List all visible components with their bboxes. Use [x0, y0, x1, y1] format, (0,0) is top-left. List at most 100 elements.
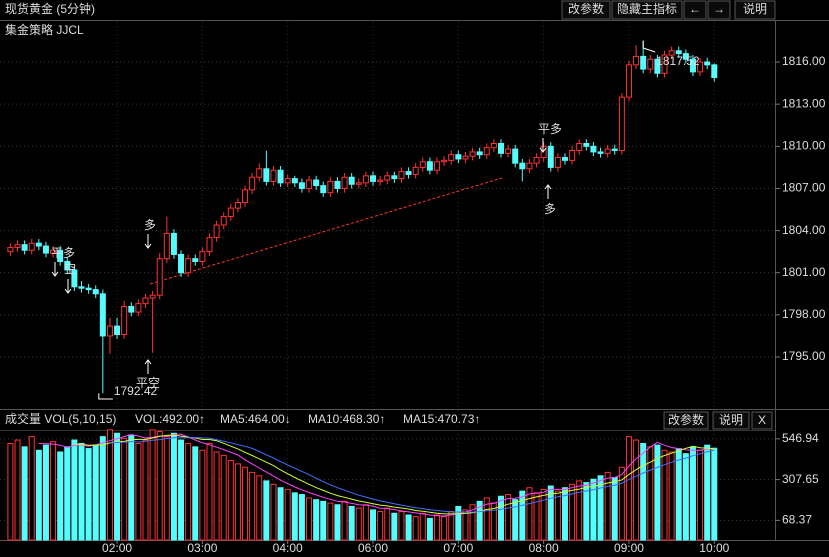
signal-label: 平空 — [136, 376, 160, 390]
candle-body — [654, 58, 661, 74]
volume-bar — [298, 494, 305, 541]
candle-body — [313, 179, 320, 187]
volume-bar — [561, 487, 568, 541]
volume-bar — [455, 505, 462, 541]
volume-bar — [78, 442, 85, 541]
button-label[interactable]: 改参数 — [568, 1, 604, 16]
button-label[interactable]: 说明 — [719, 412, 743, 427]
candle-body — [128, 305, 135, 313]
ma-line — [38, 433, 715, 517]
volume-bar — [675, 448, 682, 541]
volume-bar — [604, 471, 611, 541]
volume-bar — [327, 502, 334, 541]
button-label[interactable]: 改参数 — [668, 412, 704, 427]
volume-bar — [633, 439, 640, 541]
candle-body — [618, 96, 625, 152]
button[interactable] — [751, 411, 773, 430]
signal-arrow — [51, 262, 59, 277]
signal-arrow — [539, 138, 547, 153]
volume-bar — [597, 475, 604, 541]
volume-bar — [64, 446, 71, 541]
candle-body — [391, 175, 398, 180]
candle-body — [569, 150, 576, 161]
volume-bar — [519, 490, 526, 541]
volume-bar — [199, 449, 206, 541]
y-tick-label: 68.37 — [782, 513, 812, 527]
y-tick-label: 546.94 — [782, 431, 819, 445]
volume-bar — [689, 446, 696, 541]
volume-bar — [512, 499, 519, 541]
volume-bar — [398, 511, 405, 541]
candle-body — [419, 161, 426, 168]
button[interactable] — [611, 0, 683, 20]
candle-body — [455, 154, 462, 160]
candle-body — [505, 148, 512, 154]
button-label[interactable]: 隐藏主指标 — [617, 1, 677, 16]
volume-bar — [412, 516, 419, 541]
candle-body — [384, 175, 391, 181]
volume-bar — [149, 429, 156, 541]
candle-body — [405, 171, 412, 175]
candle-body — [583, 143, 590, 147]
candle-body — [441, 159, 448, 163]
button[interactable] — [707, 0, 731, 20]
connector — [642, 40, 656, 53]
candle-body — [412, 166, 419, 175]
candle-body — [490, 143, 497, 149]
button[interactable] — [561, 0, 611, 20]
candle-body — [633, 55, 640, 66]
candle-body — [50, 249, 57, 254]
volume-bar — [362, 504, 369, 541]
button-label[interactable]: X — [758, 413, 766, 427]
candle-body — [348, 176, 355, 185]
volume-bar — [156, 431, 163, 541]
candle-body — [604, 148, 611, 154]
candle-body — [448, 154, 455, 161]
candle-body — [14, 244, 21, 248]
y-tick-label: 1795.00 — [782, 349, 826, 363]
candle-body — [121, 305, 128, 336]
button[interactable] — [683, 0, 707, 20]
candle-body — [135, 303, 142, 313]
candle-body — [554, 157, 561, 168]
button-label[interactable]: 说明 — [743, 1, 767, 16]
candle-body — [106, 325, 113, 337]
readout: MA5:464.00↓ — [220, 412, 291, 426]
signal-label: 平多 — [538, 122, 562, 136]
volume-bar — [277, 487, 284, 541]
volume-bar — [434, 514, 440, 541]
volume-bar — [256, 475, 263, 541]
candle-body — [78, 286, 85, 289]
candle-body — [178, 253, 185, 274]
candle-body — [85, 287, 92, 291]
button[interactable] — [712, 411, 750, 430]
volume-bar — [170, 432, 177, 541]
button[interactable] — [734, 0, 776, 20]
high-label: 1817.52 — [656, 54, 700, 68]
button[interactable] — [663, 411, 709, 430]
candle-body — [519, 162, 526, 170]
volume-bar — [483, 497, 490, 541]
button-label[interactable]: → — [713, 2, 725, 16]
volume-bar — [42, 444, 49, 541]
signal-arrow — [64, 279, 72, 294]
volume-bar — [640, 442, 647, 541]
x-tick-label: 06:00 — [358, 541, 388, 555]
volume-bar — [106, 429, 113, 541]
candle-body — [291, 178, 298, 184]
button-label[interactable]: ← — [689, 2, 701, 16]
volume-bar — [57, 451, 64, 541]
candle-body — [71, 269, 78, 288]
signal-label: 多 — [144, 218, 156, 232]
volume-bar — [234, 463, 241, 541]
candle-body — [213, 224, 220, 239]
candle-body — [462, 155, 469, 160]
candle-body — [469, 151, 476, 157]
volume-bar — [270, 483, 277, 541]
candle-body — [711, 64, 718, 78]
candle-body — [377, 179, 384, 182]
candle-body — [227, 207, 234, 218]
volume-bar — [533, 492, 540, 541]
candle-body — [526, 162, 533, 170]
candle-body — [185, 258, 192, 274]
